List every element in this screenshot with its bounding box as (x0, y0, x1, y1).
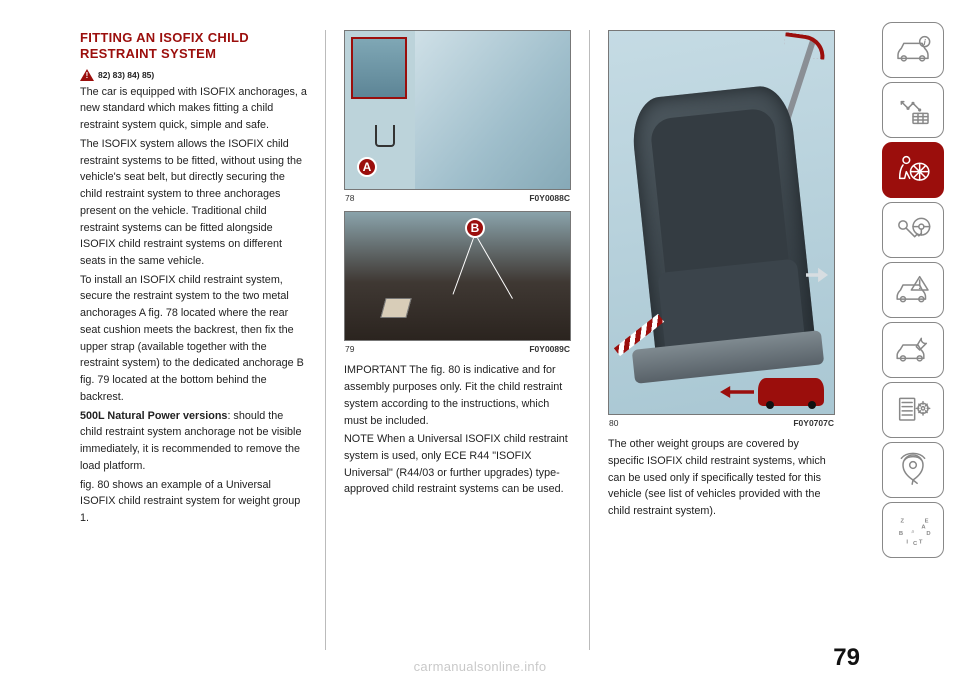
paragraph: IMPORTANT The fig. 80 is indicative and … (344, 362, 571, 429)
fig-code: F0Y0088C (529, 192, 570, 205)
key-wheel-icon (893, 210, 933, 250)
svg-text:T: T (919, 539, 923, 545)
fig-car-arrow (720, 386, 754, 398)
svg-text:i: i (924, 37, 927, 47)
figure-78-caption: 78 F0Y0088C (344, 190, 571, 205)
tab-safety-airbag[interactable] (882, 142, 944, 198)
column-2: A 78 F0Y0088C B 79 F0Y0089C (344, 30, 571, 650)
tab-emergency[interactable] (882, 322, 944, 378)
fig-car-icon (758, 378, 824, 406)
warning-refs-text: 82) 83) 84) 85) (98, 69, 154, 82)
column-separator (325, 30, 326, 650)
tab-maintenance[interactable] (882, 382, 944, 438)
tab-index[interactable]: Z E B I C T D A ⌕ (882, 502, 944, 558)
column-3: 80 F0Y0707C The other weight groups are … (608, 30, 835, 650)
svg-text:A: A (921, 524, 926, 530)
paragraph: The other weight groups are covered by s… (608, 436, 835, 520)
watermark: carmanualsonline.info (414, 659, 547, 674)
paragraph: NOTE When a Universal ISOFIX child restr… (344, 431, 571, 498)
dashboard-icon (893, 90, 933, 130)
svg-text:D: D (926, 531, 930, 537)
list-gear-icon (893, 390, 933, 430)
car-wrench-icon (893, 330, 933, 370)
airbag-icon (893, 150, 933, 190)
paragraph: fig. 80 shows an example of a Universal … (80, 477, 307, 527)
svg-text:B: B (899, 531, 903, 537)
warning-icon (80, 69, 94, 81)
figure-79-image: B (344, 211, 571, 341)
figure-80-caption: 80 F0Y0707C (608, 415, 835, 430)
manual-page: FITTING AN ISOFIX CHILD RESTRAINT SYSTEM… (0, 0, 960, 678)
car-info-icon: i (893, 30, 933, 70)
section-title: FITTING AN ISOFIX CHILD RESTRAINT SYSTEM (80, 30, 307, 63)
paragraph: To install an ISOFIX child restraint sys… (80, 272, 307, 406)
figure-78: A 78 F0Y0088C (344, 30, 571, 211)
figure-80: 80 F0Y0707C (608, 30, 835, 436)
fig-inset (351, 37, 407, 99)
column-separator (589, 30, 590, 650)
fig-number: 79 (345, 343, 354, 356)
fig-plate (380, 298, 411, 318)
fig-anchor-shape (375, 125, 395, 147)
fig-shading (345, 212, 570, 340)
warning-refs: 82) 83) 84) 85) (80, 69, 307, 82)
fig-code: F0Y0089C (529, 343, 570, 356)
page-number: 79 (833, 644, 860, 672)
tab-warning-lights[interactable] (882, 262, 944, 318)
marker-a: A (357, 157, 377, 177)
bold-text: 500L Natural Power versions (80, 410, 227, 422)
svg-text:I: I (906, 539, 908, 545)
tab-tech-data[interactable] (882, 442, 944, 498)
figure-79-caption: 79 F0Y0089C (344, 341, 571, 356)
tab-starting-driving[interactable] (882, 202, 944, 258)
fig-tether-arrow (783, 32, 828, 60)
svg-text:C: C (913, 541, 918, 547)
car-warning-icon (893, 270, 933, 310)
tab-dashboard[interactable] (882, 82, 944, 138)
content-columns: FITTING AN ISOFIX CHILD RESTRAINT SYSTEM… (80, 30, 835, 650)
fig-number: 78 (345, 192, 354, 205)
fig-shading (415, 31, 570, 189)
fig-side-arrow (806, 266, 828, 284)
alphabet-icon: Z E B I C T D A ⌕ (893, 510, 933, 550)
figure-79: B 79 F0Y0089C (344, 211, 571, 362)
paragraph: 500L Natural Power versions: should the … (80, 408, 307, 475)
paragraph: The ISOFIX system allows the ISOFIX chil… (80, 136, 307, 270)
svg-text:⌕: ⌕ (911, 528, 915, 535)
svg-text:Z: Z (901, 519, 905, 525)
fig-code: F0Y0707C (793, 417, 834, 430)
column-1: FITTING AN ISOFIX CHILD RESTRAINT SYSTEM… (80, 30, 307, 650)
figure-80-image (608, 30, 835, 415)
fig-number: 80 (609, 417, 618, 430)
section-tabs-sidebar: i (882, 22, 944, 558)
radio-nav-icon (893, 450, 933, 490)
tab-knowing-car[interactable]: i (882, 22, 944, 78)
fig-child-seat (629, 83, 817, 373)
figure-78-image: A (344, 30, 571, 190)
paragraph: The car is equipped with ISOFIX anchorag… (80, 84, 307, 134)
